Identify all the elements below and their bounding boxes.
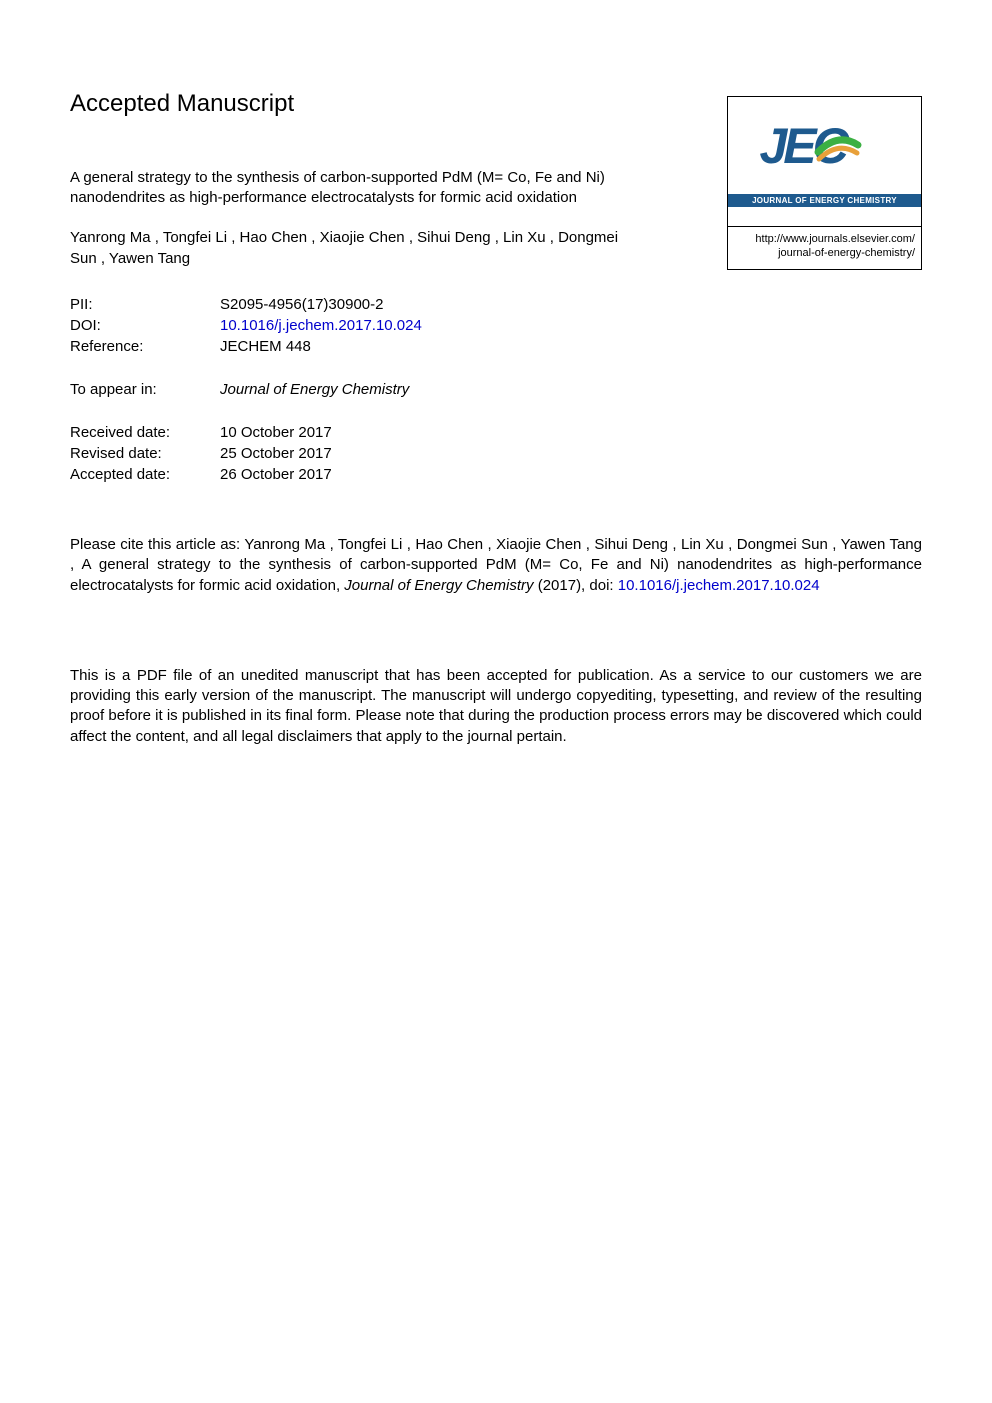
citation-journal-name: Journal of Energy Chemistry xyxy=(344,577,533,594)
doi-row: DOI: 10.1016/j.jechem.2017.10.024 xyxy=(70,315,630,336)
pii-value: S2095-4956(17)30900-2 xyxy=(220,294,383,315)
journal-logo-area: JEC JOURNAL OF ENERGY CHEMISTRY xyxy=(728,97,921,227)
citation-doi-link[interactable]: 10.1016/j.jechem.2017.10.024 xyxy=(618,577,820,594)
received-row: Received date: 10 October 2017 xyxy=(70,422,630,443)
revised-row: Revised date: 25 October 2017 xyxy=(70,443,630,464)
disclaimer-text: This is a PDF file of an unedited manusc… xyxy=(70,666,922,747)
journal-url-line2: journal-of-energy-chemistry/ xyxy=(734,246,915,260)
revised-value: 25 October 2017 xyxy=(220,443,332,464)
authors-list: Yanrong Ma , Tongfei Li , Hao Chen , Xia… xyxy=(70,227,630,269)
revised-label: Revised date: xyxy=(70,443,220,464)
metadata-block-2: To appear in: Journal of Energy Chemistr… xyxy=(70,379,630,400)
reference-label: Reference: xyxy=(70,336,220,357)
appear-row: To appear in: Journal of Energy Chemistr… xyxy=(70,379,630,400)
jec-swoosh-icon xyxy=(813,127,863,167)
journal-cover-box: JEC JOURNAL OF ENERGY CHEMISTRY http://w… xyxy=(727,96,922,270)
reference-value: JECHEM 448 xyxy=(220,336,311,357)
pii-label: PII: xyxy=(70,294,220,315)
metadata-block-3: Received date: 10 October 2017 Revised d… xyxy=(70,422,630,485)
received-value: 10 October 2017 xyxy=(220,422,332,443)
accepted-value: 26 October 2017 xyxy=(220,464,332,485)
appear-value: Journal of Energy Chemistry xyxy=(220,379,409,400)
doi-label: DOI: xyxy=(70,315,220,336)
metadata-block-1: PII: S2095-4956(17)30900-2 DOI: 10.1016/… xyxy=(70,294,630,357)
journal-name-bar: JOURNAL OF ENERGY CHEMISTRY xyxy=(728,194,921,207)
received-label: Received date: xyxy=(70,422,220,443)
journal-url-line1: http://www.journals.elsevier.com/ xyxy=(734,232,915,246)
pii-row: PII: S2095-4956(17)30900-2 xyxy=(70,294,630,315)
jec-logo: JEC xyxy=(760,117,890,192)
doi-link[interactable]: 10.1016/j.jechem.2017.10.024 xyxy=(220,315,422,336)
citation-year: (2017), doi: xyxy=(534,577,618,594)
appear-label: To appear in: xyxy=(70,379,220,400)
accepted-label: Accepted date: xyxy=(70,464,220,485)
accepted-row: Accepted date: 26 October 2017 xyxy=(70,464,630,485)
reference-row: Reference: JECHEM 448 xyxy=(70,336,630,357)
accepted-manuscript-heading: Accepted Manuscript xyxy=(70,90,630,118)
article-title: A general strategy to the synthesis of c… xyxy=(70,168,630,207)
citation-text: Please cite this article as: Yanrong Ma … xyxy=(70,535,922,596)
journal-url: http://www.journals.elsevier.com/ journa… xyxy=(728,227,921,269)
